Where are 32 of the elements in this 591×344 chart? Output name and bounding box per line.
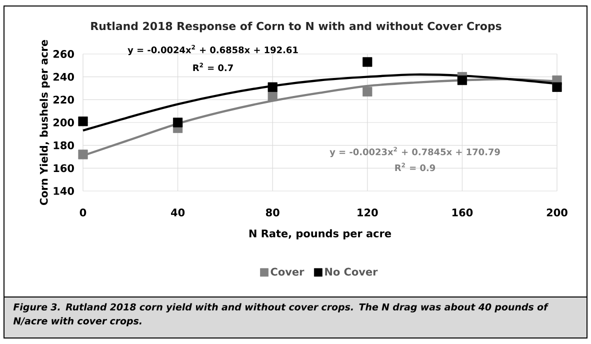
annotation: R$^{2}$ = 0.9	[395, 162, 436, 172]
y-tick-label: 180	[54, 141, 74, 150]
y-tick-label: 140	[54, 187, 74, 195]
y-tick-label: 220	[53, 96, 74, 104]
x-tick-label: 0	[80, 208, 86, 216]
point	[362, 57, 372, 67]
annotation: y = -0.0023x$^{2}$ + 0.7845x + 170.79	[330, 146, 500, 158]
caption: Figure 3. Rutland 2018 corn yield with and without cover crops. The N drag was about 40 pounds of N/acre with cover crops.	[13, 303, 549, 326]
y-tick-label: 240	[53, 72, 74, 81]
y-tick-label: 260	[53, 50, 74, 58]
legend-label: No Cover	[325, 268, 378, 276]
x-tick-label: 200	[546, 208, 568, 216]
legend-label: Cover	[270, 268, 304, 276]
point	[457, 75, 468, 86]
point	[78, 150, 88, 160]
annotation: R$^{2}$ = 0.7	[193, 62, 233, 72]
point	[362, 86, 372, 96]
point	[78, 116, 88, 126]
annotation: y = -0.0024x$^{2}$ + 0.6858x + 192.61	[128, 44, 298, 56]
y-axis-title: Corn Yield, bushels per acre	[40, 40, 50, 206]
y-tick-label: 200	[53, 118, 74, 126]
x-axis-title: N Rate, pounds per acre	[249, 229, 392, 240]
x-tick-label: 40	[170, 208, 185, 216]
x-tick-label: 120	[358, 208, 378, 216]
point	[268, 91, 278, 102]
point	[552, 82, 562, 92]
x-tick-label: 160	[452, 208, 473, 216]
y-tick-label: 160	[54, 164, 74, 172]
chart-title: Rutland 2018 Response of Corn to N with and without Cover Crops	[91, 22, 502, 32]
point	[173, 118, 183, 128]
point	[268, 82, 278, 92]
x-tick-label: 80	[266, 208, 280, 216]
